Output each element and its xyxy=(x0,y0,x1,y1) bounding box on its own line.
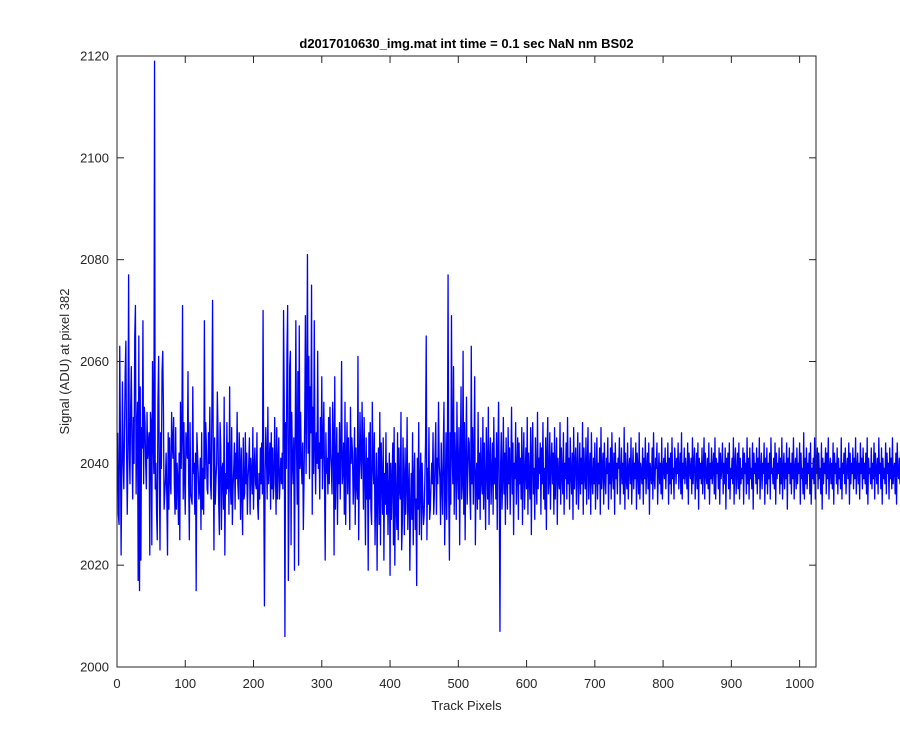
y-tick-label: 2060 xyxy=(80,354,109,369)
plot-area xyxy=(117,56,816,667)
x-axis-label: Track Pixels xyxy=(431,698,502,713)
chart-title: d2017010630_img.mat int time = 0.1 sec N… xyxy=(299,36,633,51)
x-tick-label: 800 xyxy=(652,676,674,691)
y-tick-label: 2040 xyxy=(80,456,109,471)
series-layer xyxy=(117,60,900,638)
x-tick-label: 500 xyxy=(447,676,469,691)
y-tick-label: 2120 xyxy=(80,49,109,64)
x-tick-label: 700 xyxy=(584,676,606,691)
x-tick-label: 600 xyxy=(516,676,538,691)
axes-box xyxy=(116,55,817,668)
x-tick-label: 300 xyxy=(311,676,333,691)
y-axis-label: Signal (ADU) at pixel 382 xyxy=(57,289,72,435)
x-tick-label: 1000 xyxy=(785,676,814,691)
y-tick-label: 2000 xyxy=(80,660,109,675)
y-tick-label: 2020 xyxy=(80,558,109,573)
x-tick-label: 100 xyxy=(174,676,196,691)
series-line-1 xyxy=(117,60,900,638)
y-tick-label: 2100 xyxy=(80,150,109,165)
tick-layer: 0 100 200 300 400 500 600 700 800 900 1000 2000 2020… xyxy=(80,49,816,691)
x-tick-label: 900 xyxy=(721,676,743,691)
x-tick-label: 200 xyxy=(243,676,265,691)
x-tick-label: 0 xyxy=(113,676,120,691)
x-tick-label: 400 xyxy=(379,676,401,691)
y-tick-label: 2080 xyxy=(80,252,109,267)
